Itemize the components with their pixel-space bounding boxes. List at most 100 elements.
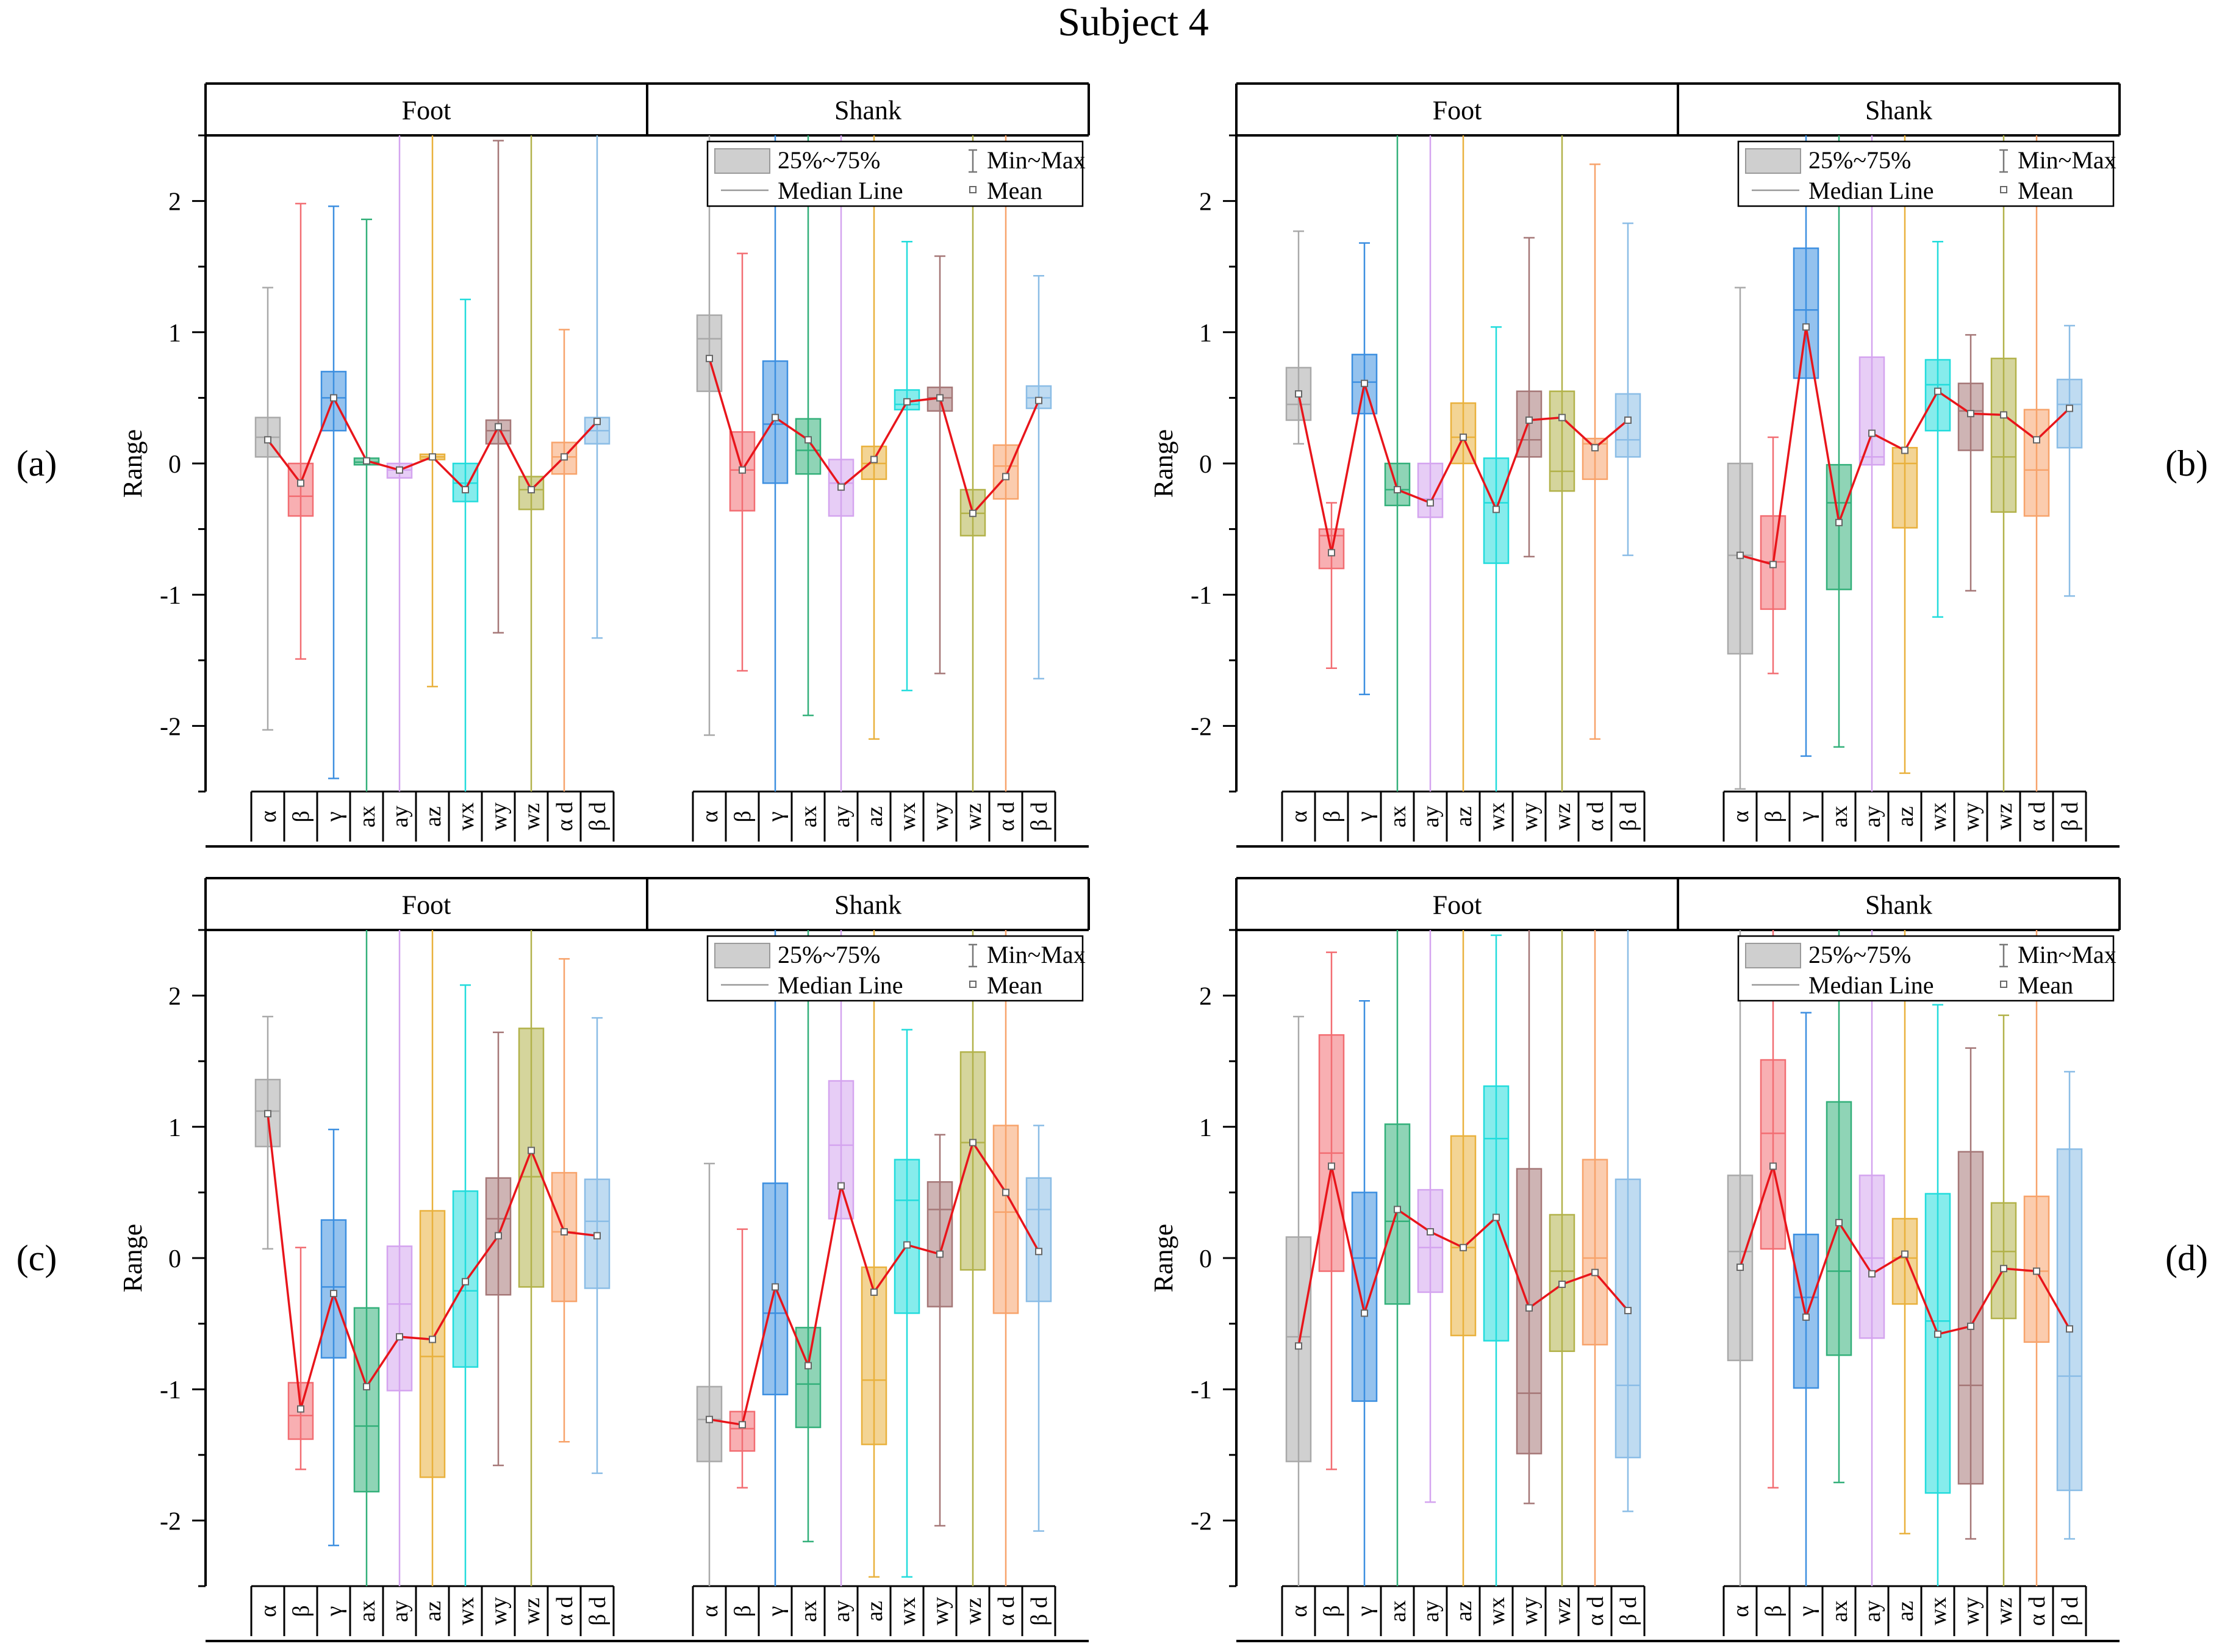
mean-marker [264,436,271,444]
mean-marker [2066,1325,2073,1333]
category-label: az [420,1601,446,1622]
iqr-box [1516,390,1543,458]
iqr-box [1351,1192,1378,1402]
mean-marker [462,486,469,494]
mean-marker [495,423,502,431]
category-label: α [1728,1605,1754,1617]
group-header-label: Shank [834,96,901,126]
box-shank-8 [1957,334,1984,592]
mean-marker [1525,416,1533,424]
category-label: β [730,810,756,822]
category-label: β [289,1605,314,1617]
iqr-box [1417,1189,1444,1293]
mean-marker [561,1228,568,1235]
legend-box-label: 25%~75% [1808,146,1911,174]
group-header-label: Shank [1865,96,1932,126]
mean-marker [1591,1268,1599,1276]
box-foot-7 [452,298,479,792]
box-foot-10 [1582,163,1608,740]
box-shank-6 [861,135,887,740]
mean-marker [2000,411,2007,419]
y-axis-title: Range [118,1224,148,1292]
category-label: α [697,810,723,823]
box-shank-3 [762,930,789,1586]
legend-box-label: 25%~75% [778,146,880,174]
box-shank-5 [1858,135,1885,792]
category-label: wy [1959,803,1984,831]
legend-median-label: Median Line [1808,177,1934,204]
iqr-box [1858,1175,1885,1339]
iqr-box [1615,1178,1641,1459]
iqr-box [1025,1177,1052,1303]
y-tick-label: 0 [1199,451,1212,479]
box-shank-7 [894,1029,920,1578]
iqr-box [1826,463,1852,590]
mean-marker [1769,560,1777,568]
mean-marker [264,1110,271,1118]
group-header-label: Shank [1865,890,1932,920]
series-shank: α β γ ax ay az wx wy wz α d β d [1722,930,2087,1636]
box-shank-7 [1924,1004,1951,1586]
iqr-box [795,418,822,475]
box-foot-6 [1450,930,1477,1586]
category-label: az [1451,1601,1477,1622]
box-foot-8 [1516,930,1543,1504]
legend-box-label: 25%~75% [1808,941,1911,968]
series-foot: α β γ ax ay az wx wy wz α d β d [250,135,615,842]
mean-marker [1460,1243,1467,1251]
series-foot: α β γ ax ay az wx wy wz α d β d [250,930,615,1636]
category-label: ay [829,806,855,828]
mean-marker [1967,410,1974,418]
mean-marker [1558,413,1566,421]
mean-marker [1736,551,1744,559]
box-shank-5 [828,930,855,1586]
category-label: ay [829,1600,855,1622]
box-foot-4 [353,930,380,1586]
iqr-box [1793,1234,1819,1389]
category-label: wy [1517,803,1543,831]
category-label: β [289,810,314,822]
category-label: wz [519,803,545,830]
mean-marker [429,453,436,461]
category-label: γ [1352,1606,1378,1617]
category-label: β d [1027,1597,1052,1626]
box-shank-3 [1793,135,1819,757]
y-tick-label: 0 [168,1245,181,1273]
box-foot-5 [386,930,413,1586]
category-label: β d [2057,1597,2083,1626]
box-foot-5 [1417,135,1444,792]
y-tick-label: -1 [160,1376,181,1404]
legend-box-label: 25%~75% [778,941,880,968]
category-label: α d [2024,1597,2050,1626]
mean-marker [1736,1264,1744,1271]
category-label: wx [895,803,920,831]
group-header-label: Foot [402,96,451,126]
box-foot-2 [287,1246,314,1470]
category-label: α [1286,1605,1312,1617]
box-shank-10 [992,930,1019,1586]
box-shank-11 [2056,324,2083,597]
mean-marker [837,483,845,491]
box-shank-6 [861,930,887,1578]
iqr-box [287,462,314,517]
iqr-box [828,1080,855,1220]
legend-mean-label: Mean [2018,971,2073,999]
box-shank-1 [1727,930,1754,1586]
box-foot-6 [419,930,446,1586]
mean-marker [706,354,713,362]
category-label: wx [1926,1597,1951,1625]
box-foot-5 [1417,930,1444,1503]
box-foot-3 [320,205,347,779]
mean-marker [1328,1162,1335,1170]
category-label: β [1319,1605,1345,1617]
category-label: β d [585,802,611,831]
box-foot-11 [584,1017,611,1475]
mean-marker [2033,436,2040,444]
mean-marker [297,1405,304,1413]
mean-marker [429,1336,436,1343]
iqr-box [1793,247,1819,379]
category-label: wz [1550,803,1575,830]
iqr-box [1450,1135,1477,1337]
mean-marker [1624,1307,1632,1315]
legend: 25%~75% Min~Max Median Line Mean [1737,935,2116,1002]
